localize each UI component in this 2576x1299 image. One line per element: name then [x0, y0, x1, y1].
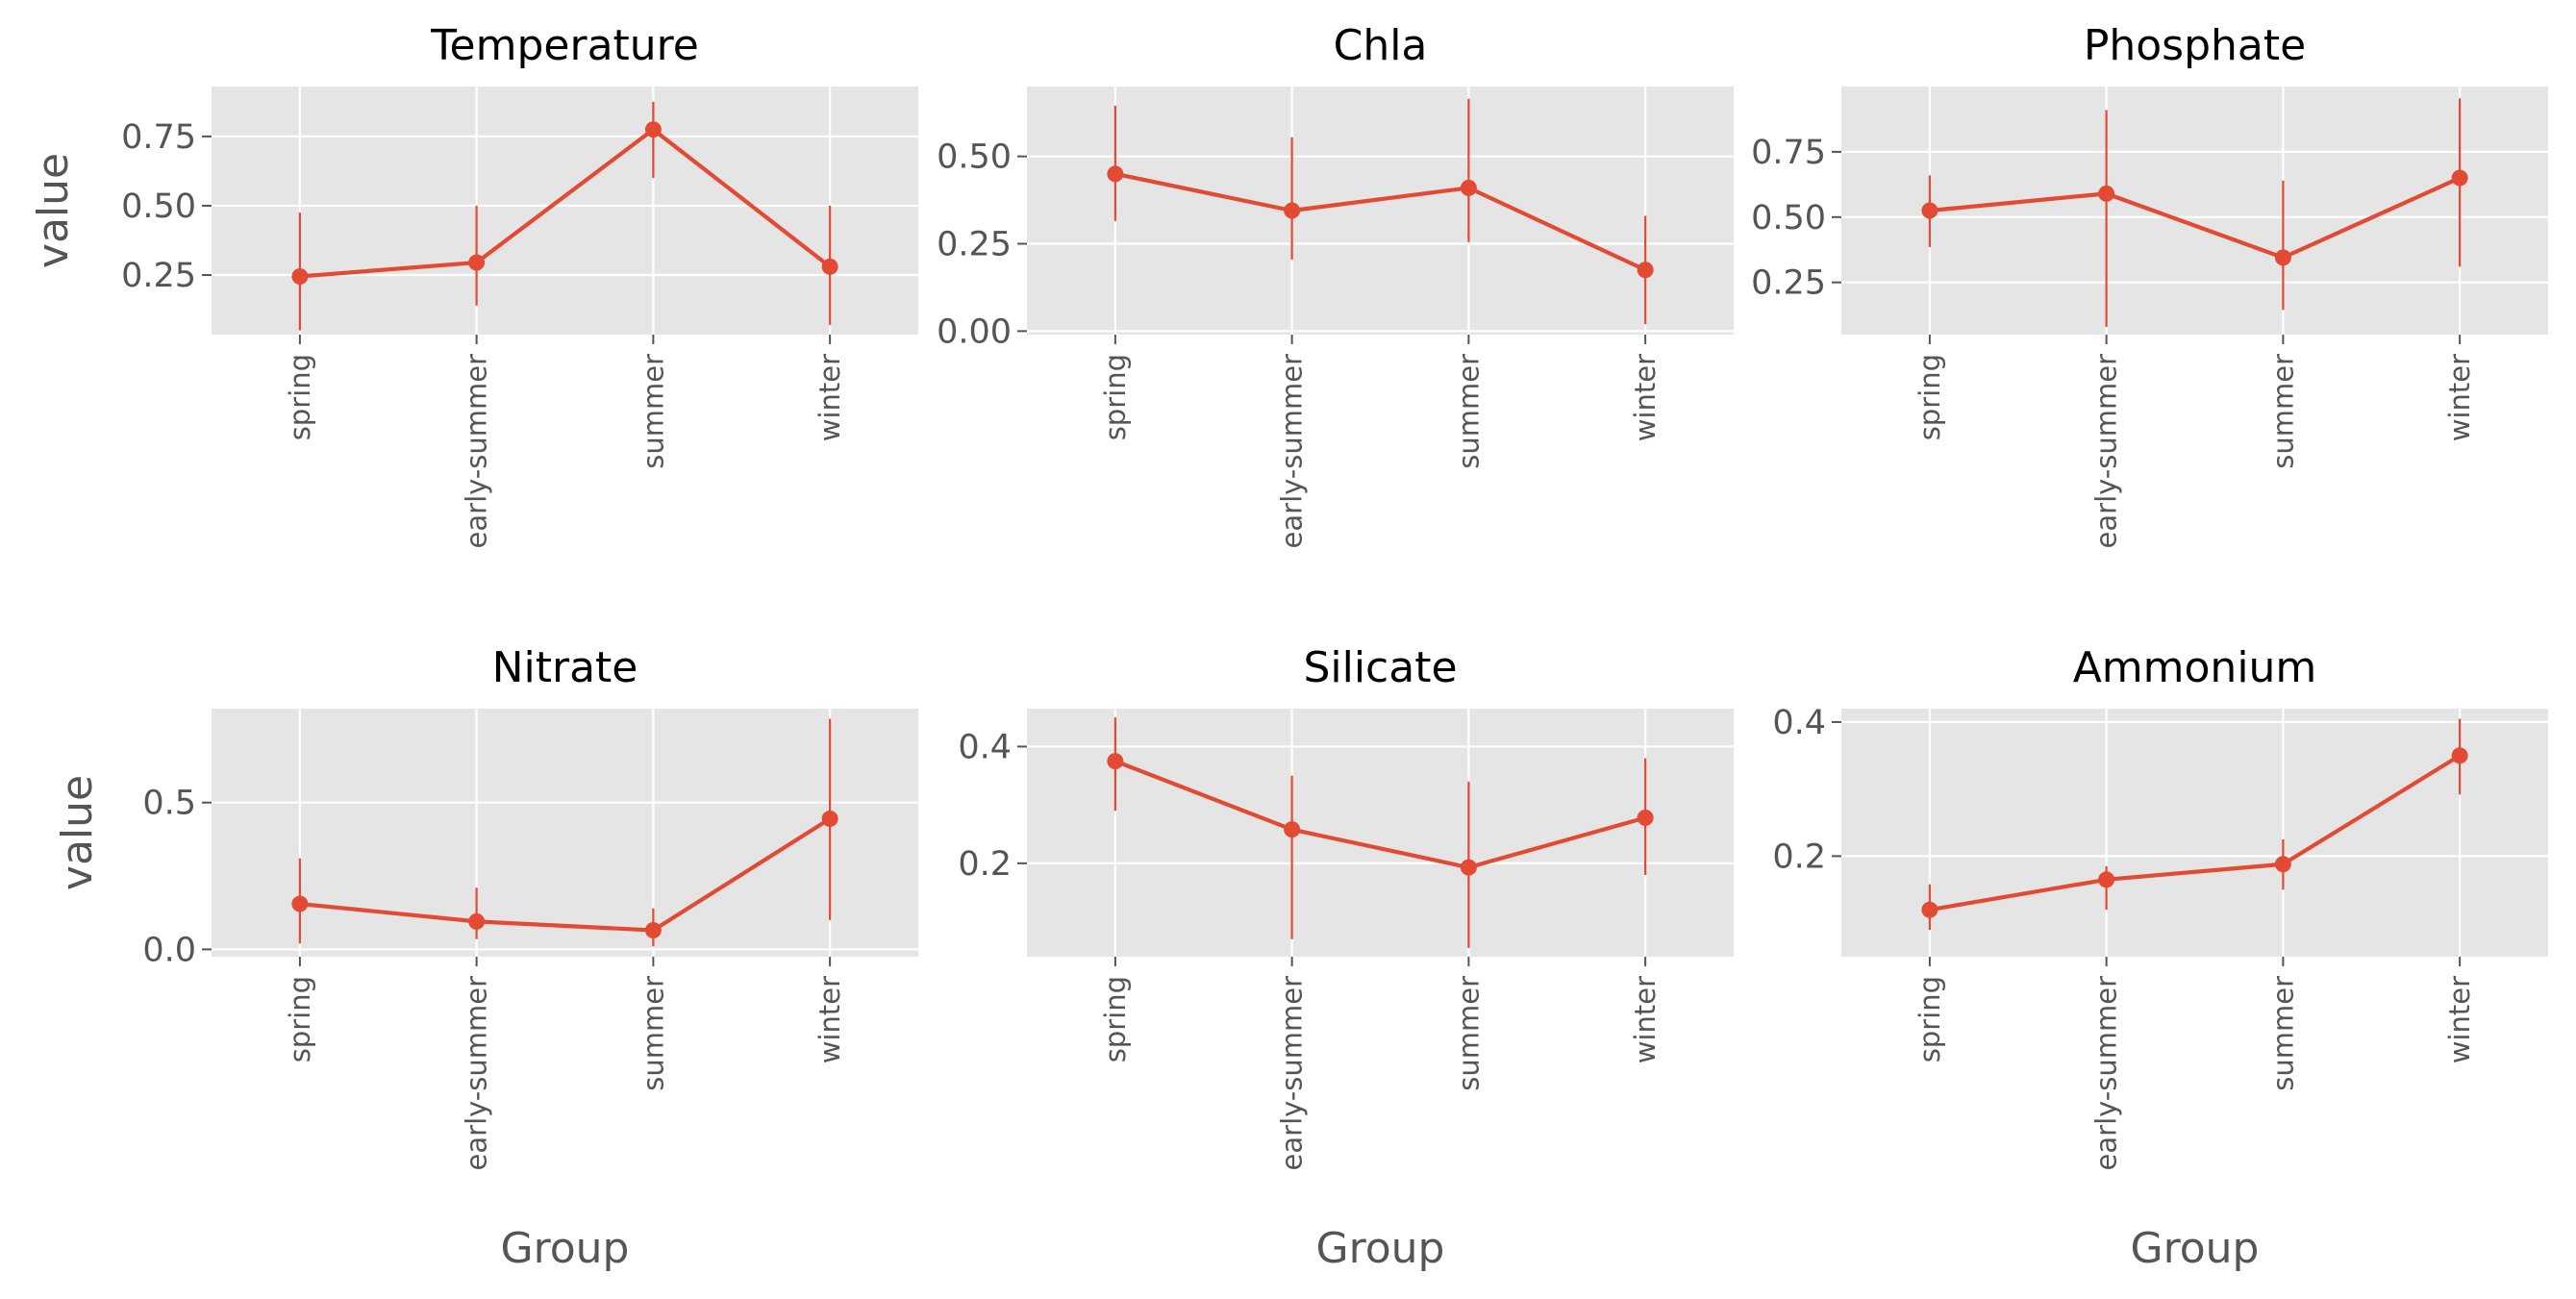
data-point	[2451, 169, 2468, 187]
data-point	[2451, 747, 2468, 764]
xtick-label-early-summer: early-summer	[2090, 354, 2123, 549]
xtick-label-spring: spring	[1099, 976, 1132, 1062]
ytick-label: 0.5	[142, 785, 196, 823]
ytick-label: 0.4	[958, 728, 1012, 766]
data-point	[468, 254, 486, 271]
data-point	[1460, 179, 1477, 196]
xtick-label-early-summer: early-summer	[1276, 354, 1309, 549]
series-line	[1114, 171, 1647, 272]
data-point	[1284, 821, 1301, 838]
xtick-label-spring: spring	[1913, 354, 1946, 440]
data-point	[2098, 185, 2115, 202]
data-point	[2274, 856, 2291, 873]
x-axis-label: Group	[501, 1224, 630, 1273]
xtick-label-winter: winter	[1629, 354, 1662, 441]
xtick-label-winter: winter	[813, 354, 846, 441]
chart-title: Ammonium	[2073, 643, 2317, 692]
xtick-label-spring: spring	[1913, 976, 1946, 1062]
ytick-label: 0.50	[121, 187, 196, 226]
ytick-label: 0.25	[121, 257, 196, 295]
data-point	[1107, 753, 1124, 770]
xtick-label-spring: spring	[284, 976, 316, 1062]
panel-silicate: 0.2 0.4 spring early-summer summer winter Sili…	[958, 643, 1734, 1273]
data-point	[1921, 901, 1938, 918]
plot-area	[1841, 709, 2548, 957]
ytick-label: 0.2	[958, 845, 1012, 884]
y-axis-label: value	[29, 153, 78, 268]
ytick-label: 0.00	[937, 312, 1012, 351]
xtick-label-summer: summer	[2266, 976, 2299, 1091]
series-line	[1929, 754, 2462, 912]
ytick-label: 0.50	[1751, 199, 1826, 237]
xtick-label-summer: summer	[2266, 354, 2299, 469]
data-point	[291, 267, 309, 285]
xtick-label-winter: winter	[2443, 354, 2476, 441]
xtick-label-early-summer: early-summer	[461, 354, 493, 549]
data-point	[291, 895, 309, 912]
chart-title: Phosphate	[2084, 21, 2306, 70]
ytick-label: 0.75	[1751, 134, 1826, 172]
x-axis-label: Group	[2131, 1224, 2260, 1273]
data-point	[1637, 262, 1654, 279]
data-point	[1107, 165, 1124, 183]
plot-area	[212, 87, 918, 335]
xtick-label-summer: summer	[1452, 976, 1485, 1091]
series-line	[299, 816, 832, 933]
panel-chla: 0.00 0.25 0.50 spring early-summer summer wint…	[937, 21, 1734, 548]
ytick-label: 0.75	[121, 118, 196, 157]
panel-ammonium: 0.2 0.4 spring early-summer summer winter Ammo…	[1772, 643, 2548, 1273]
plot-area	[212, 709, 918, 957]
ytick-label: 0.4	[1772, 704, 1826, 742]
ytick-label: 0.25	[1751, 264, 1826, 303]
data-point	[644, 121, 662, 138]
chart-title: Temperature	[430, 21, 699, 70]
xtick-label-winter: winter	[813, 976, 846, 1063]
series-line	[1114, 759, 1646, 870]
ytick-label: 0.0	[142, 931, 196, 969]
xtick-label-summer: summer	[637, 976, 669, 1091]
data-point	[1921, 202, 1938, 219]
xtick-label-early-summer: early-summer	[2090, 976, 2123, 1171]
data-point	[2098, 871, 2115, 888]
panel-nitrate: 0.0 0.5 spring early-summer summer winter Nitr…	[53, 643, 918, 1273]
data-point	[1637, 810, 1654, 827]
chart-title: Chla	[1334, 21, 1428, 70]
chart-title: Silicate	[1303, 643, 1457, 692]
ytick-label: 0.50	[937, 138, 1012, 177]
data-point	[2274, 249, 2291, 266]
chart-title: Nitrate	[492, 643, 638, 692]
xtick-label-winter: winter	[2443, 976, 2476, 1063]
plot-area	[1027, 709, 1734, 957]
data-point	[644, 922, 662, 939]
series-line	[1929, 176, 2461, 260]
xtick-label-winter: winter	[1629, 976, 1662, 1063]
panel-phosphate: 0.25 0.50 0.75 spring early-summer summer wint…	[1751, 21, 2548, 548]
series-line	[299, 127, 832, 279]
ytick-label: 0.2	[1772, 837, 1826, 876]
plot-area	[1027, 87, 1734, 335]
xtick-label-spring: spring	[284, 354, 316, 440]
xtick-label-summer: summer	[637, 354, 669, 469]
xtick-label-early-summer: early-summer	[1276, 976, 1309, 1171]
ytick-label: 0.25	[937, 226, 1012, 264]
xtick-label-summer: summer	[1452, 354, 1485, 469]
xtick-label-early-summer: early-summer	[461, 976, 493, 1171]
xtick-label-spring: spring	[1099, 354, 1132, 440]
data-point	[821, 810, 838, 827]
data-point	[1284, 202, 1301, 219]
data-point	[821, 258, 838, 275]
panel-temperature: 0.25 0.50 0.75 spring early-summer summer wint…	[29, 21, 918, 548]
x-axis-label: Group	[1316, 1224, 1445, 1273]
y-axis-label: value	[53, 775, 102, 890]
data-point	[468, 912, 486, 930]
plot-area	[1841, 87, 2548, 335]
data-point	[1460, 859, 1477, 876]
